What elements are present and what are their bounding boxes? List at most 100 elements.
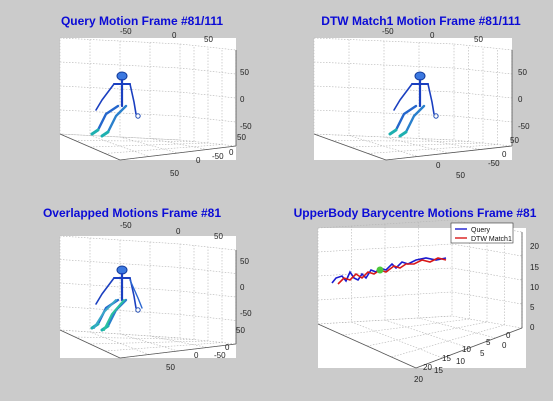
gridline-z-2 xyxy=(59,282,181,292)
tick-label-depth-2: -50 xyxy=(212,152,224,161)
left-thigh xyxy=(96,104,120,132)
tick-label-top-2: 50 xyxy=(474,35,483,44)
tick-label-top-2: 50 xyxy=(204,35,213,44)
axes-back-panes xyxy=(318,228,526,368)
left-foot xyxy=(90,128,100,136)
gridline-x-3 xyxy=(149,42,208,150)
axis-front-edge xyxy=(385,145,513,161)
tick-label-bottom-3: 5 xyxy=(480,349,485,358)
gridline-x-3 xyxy=(418,42,481,150)
tick-label-depth-1: 0 xyxy=(502,150,507,159)
legend-label-dtw-match1: DTW Match1 xyxy=(471,236,512,243)
side-gridline-1 xyxy=(453,67,513,75)
gridline-y-2 xyxy=(366,321,488,347)
tick-label-depth-1: 15 xyxy=(442,354,451,363)
tick-label-depth-2: -50 xyxy=(214,351,226,360)
subplot-dtw-match1-motion: DTW Match1 Motion Frame #81/111 -50 0 50… xyxy=(313,14,530,180)
tick-label-depth-1: 0 xyxy=(225,343,230,352)
tick-label-bottom-4: 0 xyxy=(502,341,507,350)
tick-label-bottom-0: 20 xyxy=(414,375,423,384)
right-arm xyxy=(427,83,435,115)
side-gridline-3 xyxy=(179,314,237,321)
right-thigh xyxy=(106,104,128,134)
tick-label-top-1: 0 xyxy=(430,31,435,40)
tick-label-right-0: 20 xyxy=(530,242,539,251)
tick-label-bottom-1: 15 xyxy=(434,366,443,375)
tick-label-depth-3: 5 xyxy=(486,338,491,347)
current-frame-marker xyxy=(376,266,384,274)
left-arm xyxy=(393,83,413,111)
tick-label-top-0: -50 xyxy=(382,27,394,36)
overlay-arm xyxy=(129,279,143,309)
side-gridline-2 xyxy=(179,290,237,298)
gridline-y-2 xyxy=(349,142,484,148)
axes-back-panes xyxy=(60,236,236,358)
chart-title: DTW Match1 Motion Frame #81/111 xyxy=(321,14,521,28)
tick-label-right-3: 5 xyxy=(530,303,535,312)
side-wall-outline xyxy=(179,243,237,344)
head xyxy=(414,71,426,81)
tick-label-right-2: 10 xyxy=(530,283,539,292)
tick-label-depth-2: -50 xyxy=(488,159,500,168)
gridline-x-1 xyxy=(89,39,150,157)
side-gridline-3 xyxy=(453,115,513,123)
tick-label-right-1: 0 xyxy=(240,95,245,104)
axis-left-edge xyxy=(313,133,387,161)
gridline-y-1 xyxy=(74,336,195,340)
tick-label-depth-1: 0 xyxy=(229,148,234,157)
head xyxy=(116,71,128,81)
gridline-x-3 xyxy=(149,242,208,348)
series-dtw-match1-line xyxy=(337,257,447,285)
hand-marker xyxy=(135,307,141,313)
gridline-x-1 xyxy=(351,226,443,359)
side-gridline-3 xyxy=(179,115,237,123)
subplot-overlapped-motions: Overlapped Motions Frame #81 -50 0 50 50… xyxy=(43,206,252,372)
tick-label-depth-4: 0 xyxy=(506,331,511,340)
gridlines xyxy=(59,37,237,161)
tick-label-depth-2: 10 xyxy=(462,345,471,354)
tick-label-right-2: -50 xyxy=(240,122,252,131)
gridline-x-1 xyxy=(348,39,418,157)
left-thigh xyxy=(394,104,418,132)
side-gridline-2 xyxy=(453,91,513,99)
axes-back-panes xyxy=(60,38,236,160)
tick-label-bottom-1: 0 xyxy=(436,161,441,170)
axis-left-edge xyxy=(59,133,121,161)
hand-marker xyxy=(433,113,439,119)
skeleton-figure xyxy=(90,71,141,138)
skeleton-figure xyxy=(90,265,143,332)
tick-label-right-1: 0 xyxy=(240,283,245,292)
tick-label-depth-0: 50 xyxy=(237,133,246,142)
tick-label-right-1: 0 xyxy=(518,95,523,104)
tick-label-right-0: 50 xyxy=(240,68,249,77)
tick-label-right-4: 0 xyxy=(530,323,535,332)
gridline-x-1 xyxy=(89,238,150,355)
subplot-query-motion: Query Motion Frame #81/111 -50 0 50 50 0… xyxy=(59,14,252,178)
hand-marker xyxy=(135,113,141,119)
left-arm xyxy=(95,83,115,111)
gridline-z-3 xyxy=(317,291,453,301)
axis-front-edge xyxy=(119,145,237,161)
back-wall-outline xyxy=(313,37,455,141)
gridline-y-3 xyxy=(367,144,498,154)
tick-label-top-1: 0 xyxy=(176,227,181,236)
tick-label-bottom-1: 0 xyxy=(194,351,199,360)
axis-front-edge xyxy=(119,343,237,359)
left-foot xyxy=(388,128,398,136)
tick-label-top-1: 0 xyxy=(172,31,177,40)
gridline-y-1 xyxy=(74,140,195,142)
left-arm xyxy=(95,277,115,305)
gridline-x-2 xyxy=(119,41,179,154)
tick-label-right-2: -50 xyxy=(518,122,530,131)
tick-label-right-0: 50 xyxy=(240,257,249,266)
tick-label-top-0: -50 xyxy=(120,221,132,230)
right-foot xyxy=(100,130,110,138)
gridline-x-2 xyxy=(383,41,450,154)
tick-label-bottom-1: 0 xyxy=(196,156,201,165)
axis-left-edge xyxy=(317,323,417,369)
tick-label-depth-0: 50 xyxy=(236,326,245,335)
tick-label-depth-0: 20 xyxy=(423,363,432,372)
tick-label-top-2: 50 xyxy=(214,232,223,241)
head xyxy=(116,265,128,275)
